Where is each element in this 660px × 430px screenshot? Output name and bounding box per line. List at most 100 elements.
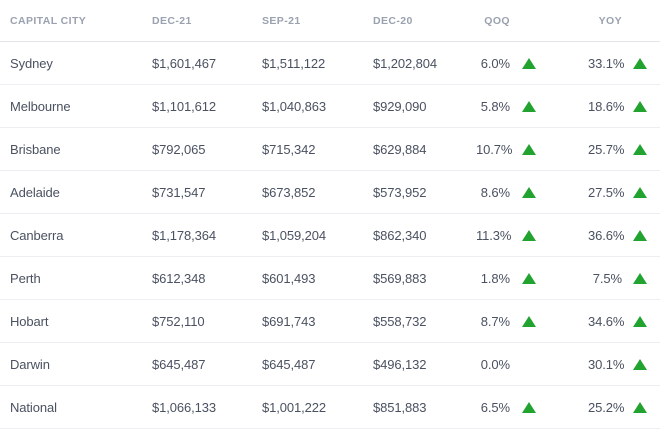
up-triangle-icon — [633, 315, 647, 327]
yoy-cell: 36.6% — [588, 228, 648, 243]
capital-city-cell: Adelaide — [10, 184, 60, 200]
table-row: Adelaide $731,547 $673,852 $573,952 8.6%… — [0, 171, 660, 214]
dec-21-cell: $752,110 — [152, 313, 205, 329]
capital-city-cell: Brisbane — [10, 141, 61, 157]
qoq-value: 1.8% — [480, 270, 510, 286]
dec-20-cell: $629,884 — [373, 141, 427, 157]
capital-city-cell: Darwin — [10, 356, 50, 372]
qoq-value: 0.0% — [480, 356, 510, 372]
sep-21-cell: $691,743 — [262, 313, 316, 329]
dec-20-cell: $851,883 — [373, 399, 427, 415]
sep-21-cell: $1,001,222 — [262, 399, 327, 415]
qoq-cell: 10.7% — [476, 142, 537, 157]
yoy-cell: 34.6% — [588, 314, 648, 329]
qoq-value: 11.3% — [476, 227, 512, 243]
sep-21-cell: $673,852 — [262, 184, 316, 200]
qoq-cell: 6.0% — [476, 56, 537, 71]
table-row: Brisbane $792,065 $715,342 $629,884 10.7… — [0, 128, 660, 171]
column-header-dec-20: DEC-20 — [373, 14, 413, 27]
sep-21-cell: $715,342 — [262, 141, 316, 157]
qoq-value: 10.7% — [476, 141, 513, 157]
table-row: National $1,066,133 $1,001,222 $851,883 … — [0, 386, 660, 429]
table-row: Canberra $1,178,364 $1,059,204 $862,340 … — [0, 214, 660, 257]
table-row: Darwin $645,487 $645,487 $496,132 0.0% 3… — [0, 343, 660, 386]
up-triangle-icon — [633, 401, 647, 413]
capital-city-cell: Perth — [10, 270, 41, 286]
yoy-value: 7.5% — [592, 270, 622, 286]
dec-20-cell: $862,340 — [373, 227, 427, 243]
dec-21-cell: $1,066,133 — [152, 399, 217, 415]
column-header-yoy: YOY — [598, 14, 622, 27]
yoy-value: 33.1% — [588, 55, 625, 71]
qoq-cell: 0.0% — [476, 357, 537, 372]
yoy-cell: 25.7% — [588, 142, 648, 157]
sep-21-cell: $645,487 — [262, 356, 316, 372]
yoy-value: 30.1% — [588, 356, 625, 372]
up-triangle-icon — [522, 272, 536, 284]
table-row: Melbourne $1,101,612 $1,040,863 $929,090… — [0, 85, 660, 128]
sep-21-cell: $601,493 — [262, 270, 316, 286]
capital-city-cell: National — [10, 399, 57, 415]
capital-city-cell: Hobart — [10, 313, 49, 329]
sep-21-cell: $1,511,122 — [262, 55, 326, 71]
yoy-cell: 7.5% — [588, 271, 648, 286]
yoy-value: 25.2% — [588, 399, 625, 415]
qoq-value: 6.0% — [480, 55, 510, 71]
table-header: CAPITAL CITY DEC-21 SEP-21 DEC-20 QOQ YO… — [0, 0, 660, 42]
dec-20-cell: $1,202,804 — [373, 55, 438, 71]
qoq-cell: 1.8% — [476, 271, 537, 286]
dec-21-cell: $612,348 — [152, 270, 206, 286]
yoy-value: 27.5% — [588, 184, 625, 200]
column-header-sep-21: SEP-21 — [262, 14, 301, 27]
up-triangle-icon — [522, 143, 536, 155]
up-triangle-icon — [522, 401, 536, 413]
up-triangle-icon — [633, 272, 647, 284]
column-header-capital-city: CAPITAL CITY — [10, 14, 87, 27]
qoq-cell: 8.7% — [476, 314, 537, 329]
sep-21-cell: $1,040,863 — [262, 98, 327, 114]
qoq-cell: 5.8% — [476, 99, 537, 114]
up-triangle-icon — [633, 143, 647, 155]
dec-20-cell: $558,732 — [373, 313, 427, 329]
up-triangle-icon — [633, 100, 647, 112]
sep-21-cell: $1,059,204 — [262, 227, 327, 243]
up-triangle-icon — [633, 186, 647, 198]
column-header-qoq: QOQ — [484, 14, 510, 27]
yoy-cell: 27.5% — [588, 185, 648, 200]
up-triangle-icon — [633, 57, 647, 69]
dec-21-cell: $645,487 — [152, 356, 206, 372]
up-triangle-icon — [522, 315, 536, 327]
column-header-dec-21: DEC-21 — [152, 14, 192, 27]
capital-city-cell: Melbourne — [10, 98, 71, 114]
dec-21-cell: $731,547 — [152, 184, 206, 200]
qoq-value: 5.8% — [480, 98, 510, 114]
dec-20-cell: $929,090 — [373, 98, 427, 114]
qoq-value: 6.5% — [480, 399, 510, 415]
dec-21-cell: $792,065 — [152, 141, 206, 157]
qoq-cell: 6.5% — [476, 400, 537, 415]
yoy-value: 25.7% — [588, 141, 625, 157]
qoq-cell: 11.3% — [476, 228, 537, 243]
dec-20-cell: $496,132 — [373, 356, 427, 372]
capital-city-cell: Sydney — [10, 55, 53, 71]
qoq-value: 8.6% — [480, 184, 510, 200]
dec-20-cell: $569,883 — [373, 270, 427, 286]
table-row: Perth $612,348 $601,493 $569,883 1.8% 7.… — [0, 257, 660, 300]
dec-21-cell: $1,101,612 — [152, 98, 217, 114]
dec-21-cell: $1,601,467 — [152, 55, 217, 71]
yoy-cell: 25.2% — [588, 400, 648, 415]
table-row: Sydney $1,601,467 $1,511,122 $1,202,804 … — [0, 42, 660, 85]
yoy-cell: 30.1% — [588, 357, 648, 372]
yoy-value: 36.6% — [588, 227, 625, 243]
table-row: Hobart $752,110 $691,743 $558,732 8.7% 3… — [0, 300, 660, 343]
dec-20-cell: $573,952 — [373, 184, 427, 200]
dec-21-cell: $1,178,364 — [152, 227, 217, 243]
up-triangle-icon — [633, 358, 647, 370]
table-body: Sydney $1,601,467 $1,511,122 $1,202,804 … — [0, 42, 660, 429]
up-triangle-icon — [522, 57, 536, 69]
yoy-cell: 33.1% — [588, 56, 648, 71]
yoy-value: 18.6% — [588, 98, 625, 114]
up-triangle-icon — [522, 100, 536, 112]
up-triangle-icon — [633, 229, 647, 241]
